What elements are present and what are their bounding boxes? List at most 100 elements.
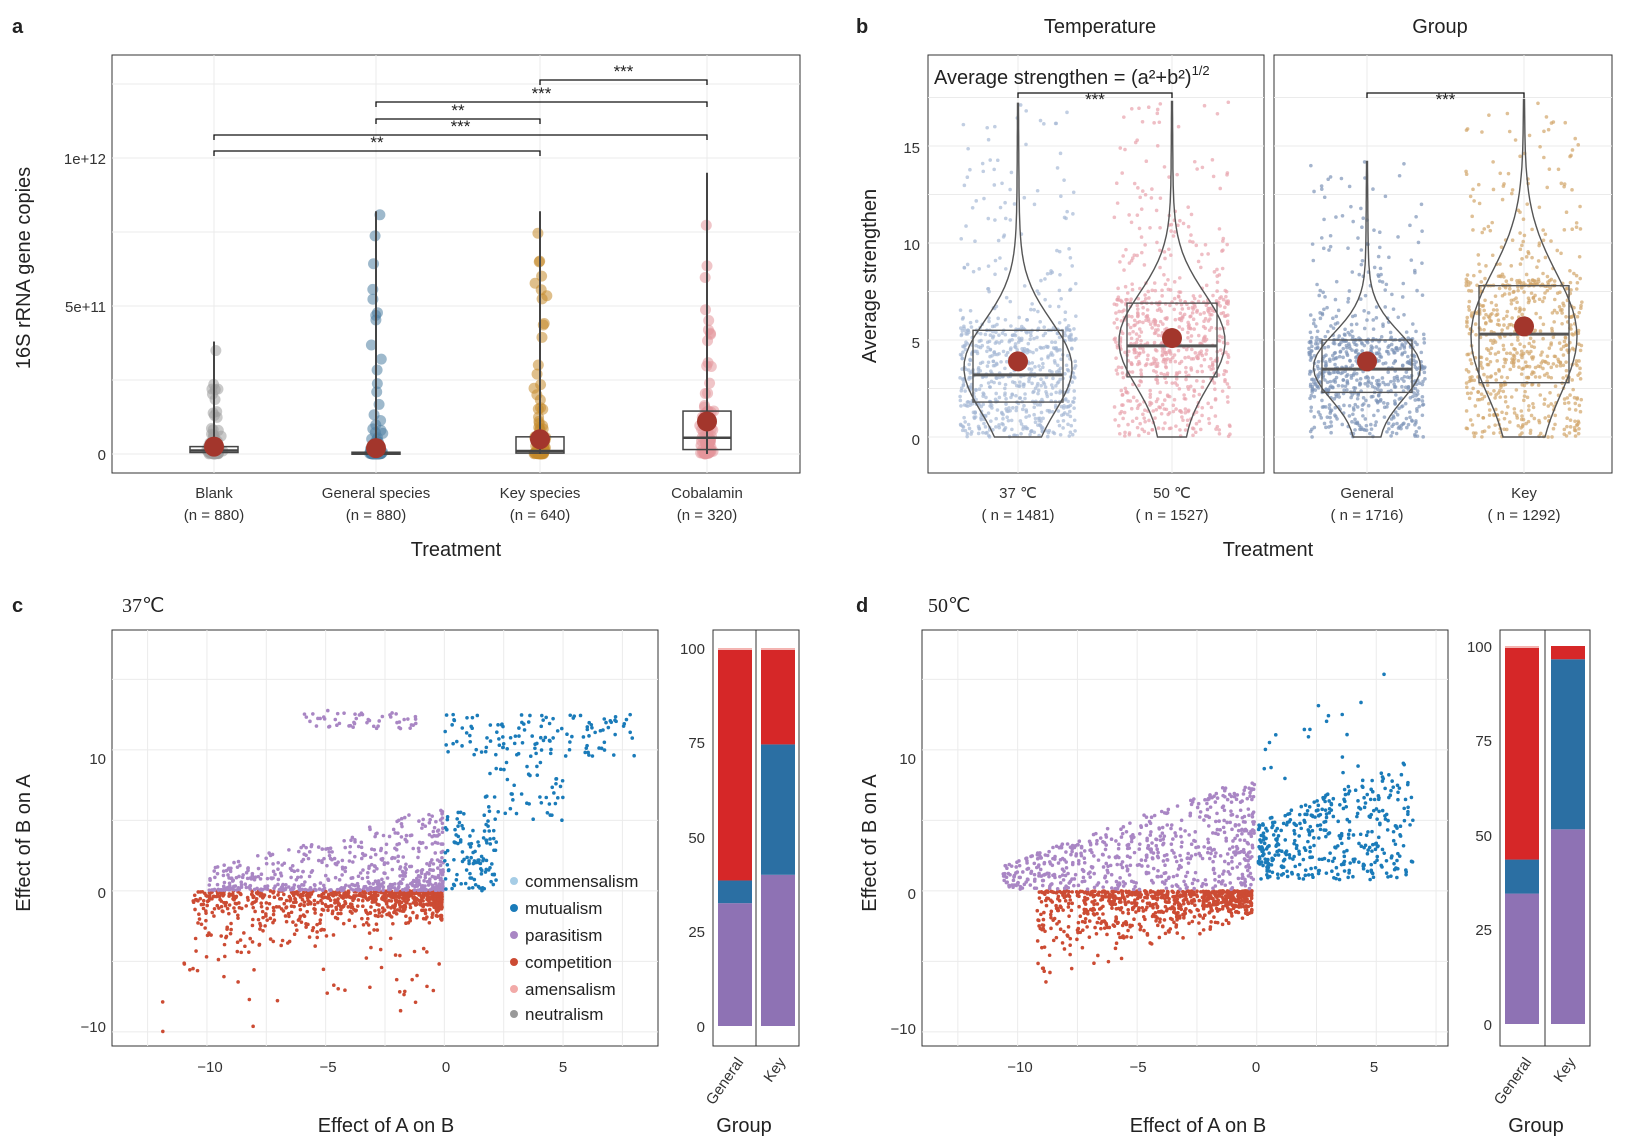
panel-b-point	[1544, 115, 1549, 119]
panel-b-point	[1359, 206, 1363, 211]
panel-b-point	[1353, 417, 1357, 422]
panel-b-point	[997, 425, 1002, 430]
scatter-point-competition	[250, 923, 255, 928]
panel-b-point	[1156, 323, 1161, 328]
panel-b-point	[1318, 413, 1322, 417]
scatter-point-parasitism	[408, 833, 413, 838]
panel-b-point	[987, 435, 992, 439]
scatter-point-parasitism	[375, 831, 379, 836]
panel-b-point	[1390, 430, 1395, 435]
panel-b-point	[1162, 398, 1167, 402]
panel-b-point	[1200, 413, 1204, 418]
panel-b-point	[1191, 394, 1196, 398]
scatter-point-parasitism	[313, 887, 317, 891]
panel-b-point	[1353, 313, 1358, 318]
scatter-point-competition	[282, 892, 286, 897]
scatter-point-competition	[312, 906, 316, 911]
scatter-point-parasitism	[415, 878, 420, 883]
scatter-point-mutualism	[486, 819, 490, 823]
panel-b-point	[1198, 427, 1203, 432]
scatter-point-competition	[368, 985, 372, 990]
panel-b-point	[1146, 105, 1151, 110]
panel-b-point	[1071, 400, 1076, 404]
panel-b-point	[1200, 252, 1204, 257]
scatter-point-competition	[284, 905, 289, 909]
panel-b-point	[1382, 415, 1387, 419]
panel-b-point	[1341, 378, 1346, 382]
scatter-point-competition	[280, 938, 285, 943]
panel-a-point	[528, 382, 540, 394]
scatter-point-parasitism	[365, 870, 370, 875]
panel-b-point	[965, 434, 969, 439]
panel-b-point	[1503, 399, 1508, 404]
panel-b-point	[1577, 403, 1582, 408]
panel-b-point	[1065, 353, 1070, 358]
panel-b-point	[1152, 121, 1156, 125]
panel-b-point	[1369, 395, 1374, 399]
panel-b-violin	[963, 102, 1073, 438]
panel-b-point	[1012, 202, 1017, 206]
panel-b-point	[1394, 346, 1398, 350]
panel-b-point	[1178, 311, 1183, 316]
scatter-point-parasitism	[348, 850, 352, 855]
panel-b-point	[1465, 127, 1470, 131]
panel-a-xtick-key-n: (n = 640)	[510, 507, 570, 524]
panel-b-point	[1186, 320, 1190, 325]
panel-b-point	[1112, 321, 1117, 325]
panel-b-point	[1471, 228, 1475, 232]
panel-b-point	[1404, 330, 1409, 334]
panel-b-point	[1488, 375, 1493, 379]
panel-b-point	[1350, 270, 1355, 274]
panel-b-point	[992, 167, 996, 172]
panel-b-point	[1544, 360, 1548, 364]
panel-b-point	[1526, 375, 1531, 380]
panel-b-point	[1407, 410, 1412, 414]
scatter-point-parasitism	[383, 871, 387, 876]
panel-b-point	[1380, 376, 1385, 380]
panel-b-point	[1518, 280, 1523, 285]
panel-b-point	[1166, 278, 1170, 282]
panel-b-point	[1127, 213, 1131, 217]
scatter-point-competition	[195, 898, 199, 902]
panel-b-point	[1193, 430, 1198, 435]
panel-a-mean-dot	[530, 429, 550, 450]
scatter-point-competition	[259, 901, 263, 905]
panel-b-point	[1569, 288, 1573, 292]
panel-b-point	[1125, 297, 1129, 302]
panel-b-point	[1361, 216, 1366, 221]
panel-b-point	[1003, 391, 1007, 395]
panel-b-point	[1465, 324, 1469, 329]
scatter-point-competition	[431, 903, 436, 908]
scatter-point-parasitism	[416, 846, 421, 851]
panel-b-point	[1039, 278, 1043, 283]
scatter-point-competition	[195, 968, 200, 973]
panel-b-point	[1159, 309, 1164, 313]
panel-b-point	[1508, 367, 1513, 372]
panel-b-point	[1142, 416, 1146, 420]
scatter-point-parasitism	[308, 885, 313, 890]
scatter-point-parasitism	[229, 866, 233, 871]
panel-a-point	[704, 377, 716, 389]
panel-b-point	[1468, 418, 1473, 422]
panel-b-point	[1565, 416, 1569, 421]
panel-b-point	[1055, 381, 1060, 385]
panel-b-point	[1154, 330, 1158, 335]
panel-b-point	[1545, 274, 1550, 279]
panel-b-point	[1227, 385, 1231, 390]
panel-b-point	[1504, 411, 1509, 416]
scatter-point-competition	[415, 914, 419, 918]
panel-b-point	[1129, 336, 1134, 341]
panel-b-point	[1182, 393, 1186, 397]
scatter-point-parasitism	[353, 712, 357, 716]
scatter-point-competition	[367, 891, 371, 896]
scatter-point-parasitism	[255, 854, 260, 858]
scatter-point-parasitism	[377, 719, 382, 723]
panel-b-point	[1497, 286, 1502, 291]
panel-b-point	[1327, 403, 1332, 407]
panel-b-point	[961, 350, 965, 354]
panel-b-point	[989, 403, 994, 408]
scatter-point-parasitism	[431, 829, 436, 834]
panel-b-point	[1374, 351, 1379, 356]
scatter-point-parasitism	[418, 875, 423, 879]
panel-b-point	[994, 416, 998, 421]
